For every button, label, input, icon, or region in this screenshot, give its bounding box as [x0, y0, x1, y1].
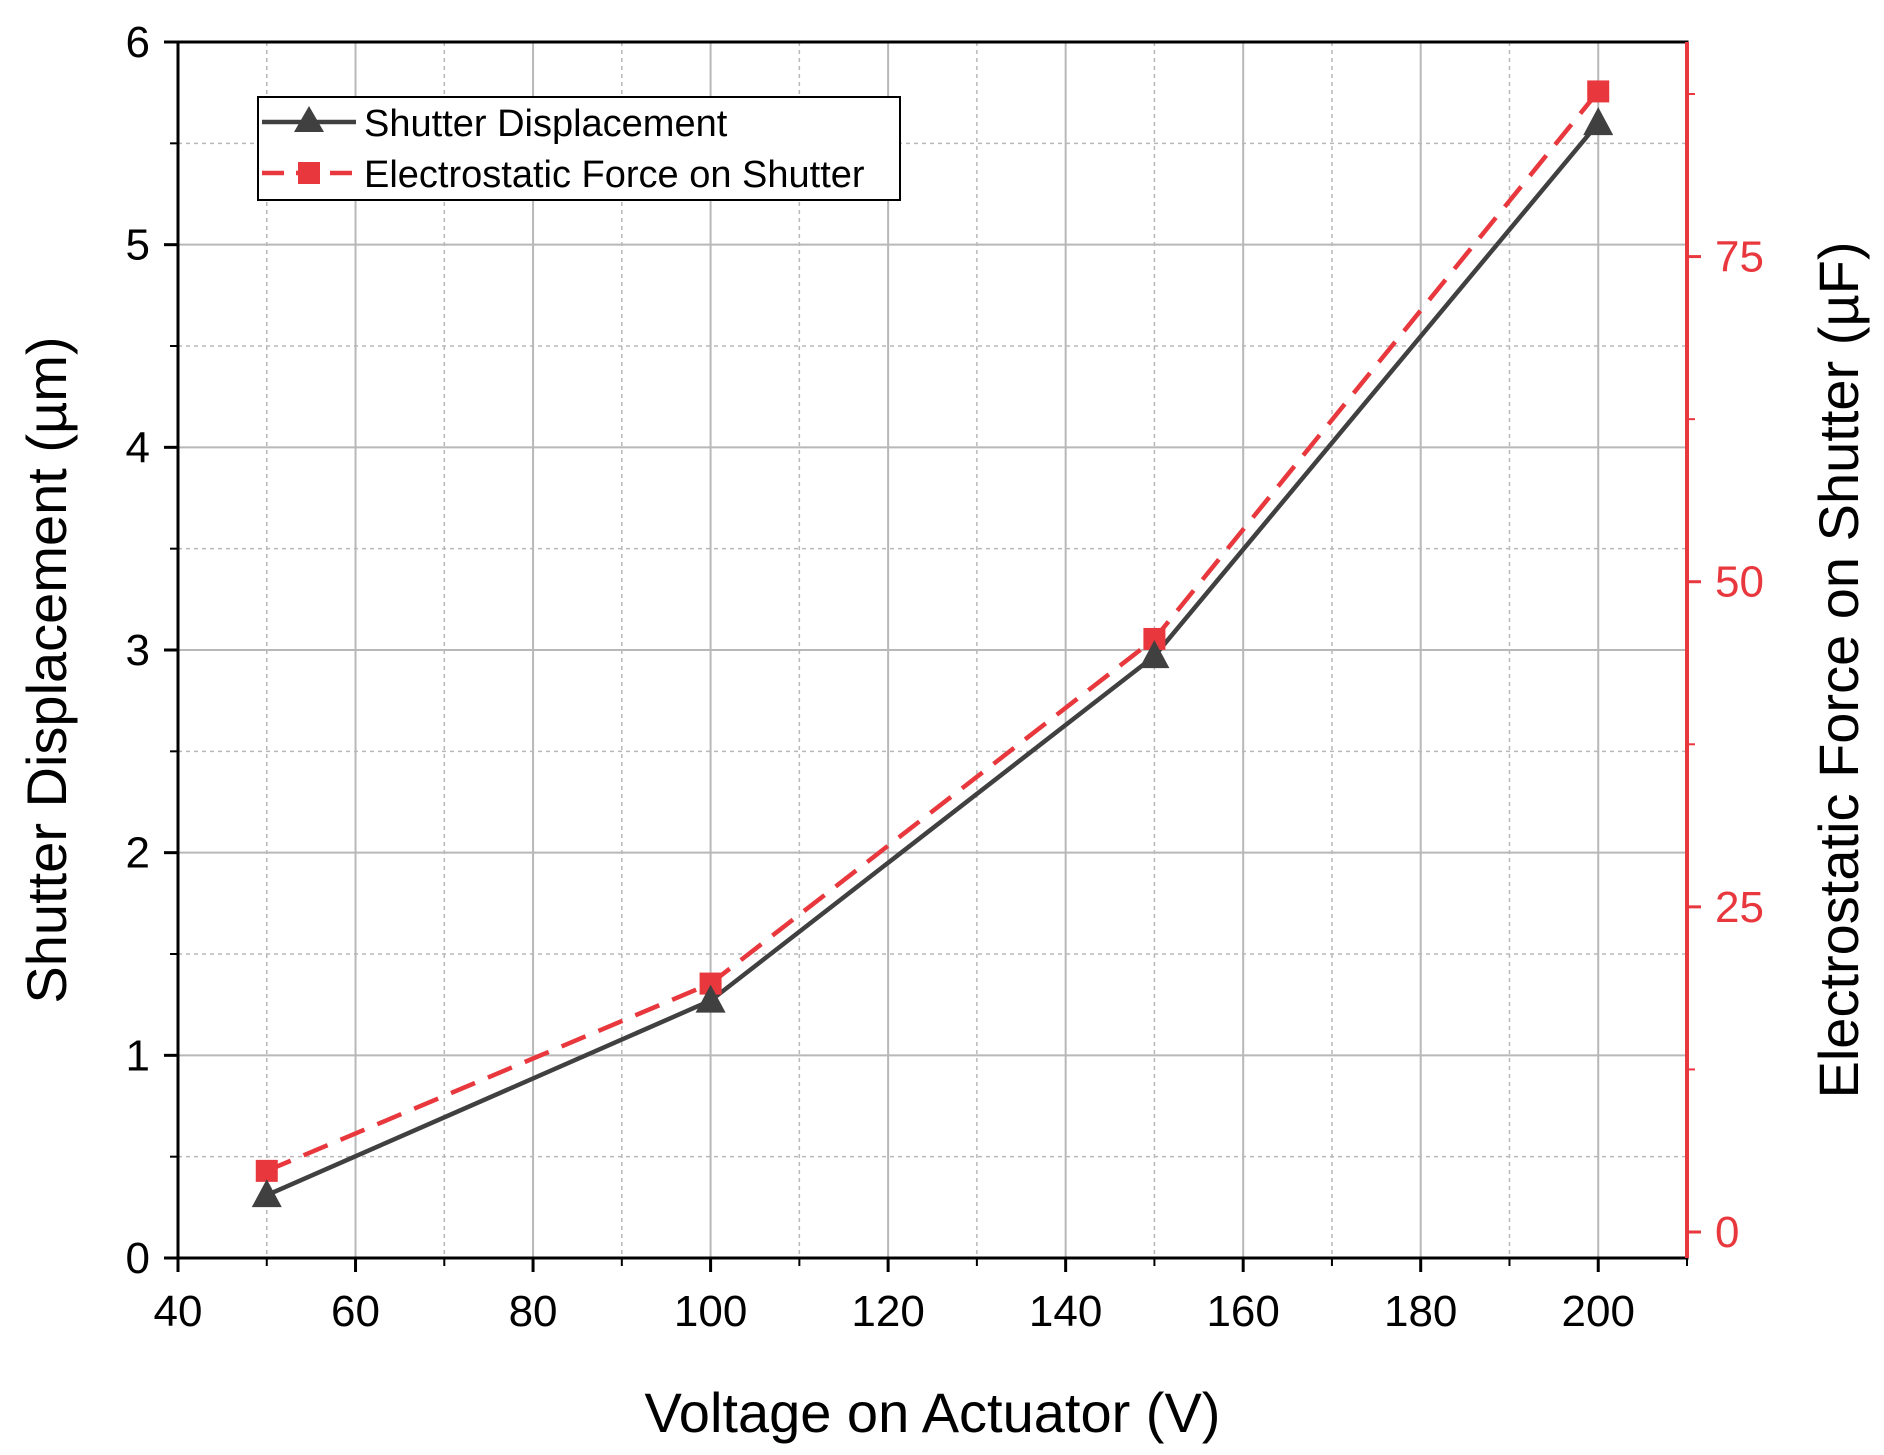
legend: Shutter Displacement Electrostatic Force… — [257, 96, 901, 201]
y2-axis-title: Electrostatic Force on Shutter (µF) — [1807, 242, 1870, 1099]
y-axis-title: Shutter Displacement (µm) — [15, 336, 78, 1003]
y2-tick-label: 50 — [1715, 558, 1764, 607]
x-axis: 40 60 80 100 120 140 160 180 200 — [154, 1258, 1688, 1336]
y-tick-label: 3 — [126, 626, 150, 675]
x-tick-label: 200 — [1562, 1287, 1635, 1336]
data-point-force — [255, 1159, 278, 1182]
y2-tick-label: 75 — [1715, 233, 1764, 282]
data-point-displacement — [1583, 107, 1614, 136]
data-point-displacement — [695, 984, 726, 1013]
x-tick-label: 140 — [1029, 1287, 1102, 1336]
x-tick-label: 120 — [851, 1287, 924, 1336]
y2-axis: 0 25 50 75 — [1685, 42, 1764, 1258]
grid-minor — [178, 42, 1687, 1258]
legend-marker-square — [298, 162, 320, 184]
data-point-displacement — [1139, 640, 1170, 669]
x-tick-label: 160 — [1206, 1287, 1279, 1336]
series-line-force — [265, 90, 1600, 1173]
legend-marker-triangle — [294, 106, 324, 132]
legend-label-displacement: Shutter Displacement — [364, 103, 728, 145]
data-point-force — [1143, 627, 1166, 650]
series-line-displacement — [265, 121, 1600, 1198]
y-tick-label: 4 — [126, 423, 150, 472]
y2-tick-label: 25 — [1715, 883, 1764, 932]
series-layer — [251, 80, 1614, 1208]
data-point-displacement — [251, 1179, 282, 1208]
y-tick-label: 1 — [126, 1031, 150, 1080]
legend-entry-displacement: Shutter Displacement — [262, 103, 728, 145]
x-axis-title: Voltage on Actuator (V) — [645, 1381, 1221, 1444]
x-tick-label: 80 — [509, 1287, 558, 1336]
y-tick-label: 2 — [126, 829, 150, 878]
y-tick-label: 0 — [126, 1234, 150, 1283]
y-tick-label: 5 — [126, 221, 150, 270]
grid-major — [178, 42, 1687, 1258]
data-point-force — [1587, 80, 1610, 103]
x-tick-label: 180 — [1384, 1287, 1457, 1336]
y-tick-label: 6 — [126, 18, 150, 67]
y2-tick-label: 0 — [1715, 1208, 1739, 1257]
x-tick-label: 60 — [331, 1287, 380, 1336]
data-point-force — [699, 972, 722, 995]
legend-box — [257, 96, 901, 201]
legend-label-force: Electrostatic Force on Shutter — [364, 154, 865, 196]
x-tick-label: 100 — [674, 1287, 747, 1336]
legend-entry-force: Electrostatic Force on Shutter — [262, 154, 865, 196]
x-tick-label: 40 — [154, 1287, 203, 1336]
y-axis: 0 1 2 3 4 5 6 — [126, 18, 178, 1283]
